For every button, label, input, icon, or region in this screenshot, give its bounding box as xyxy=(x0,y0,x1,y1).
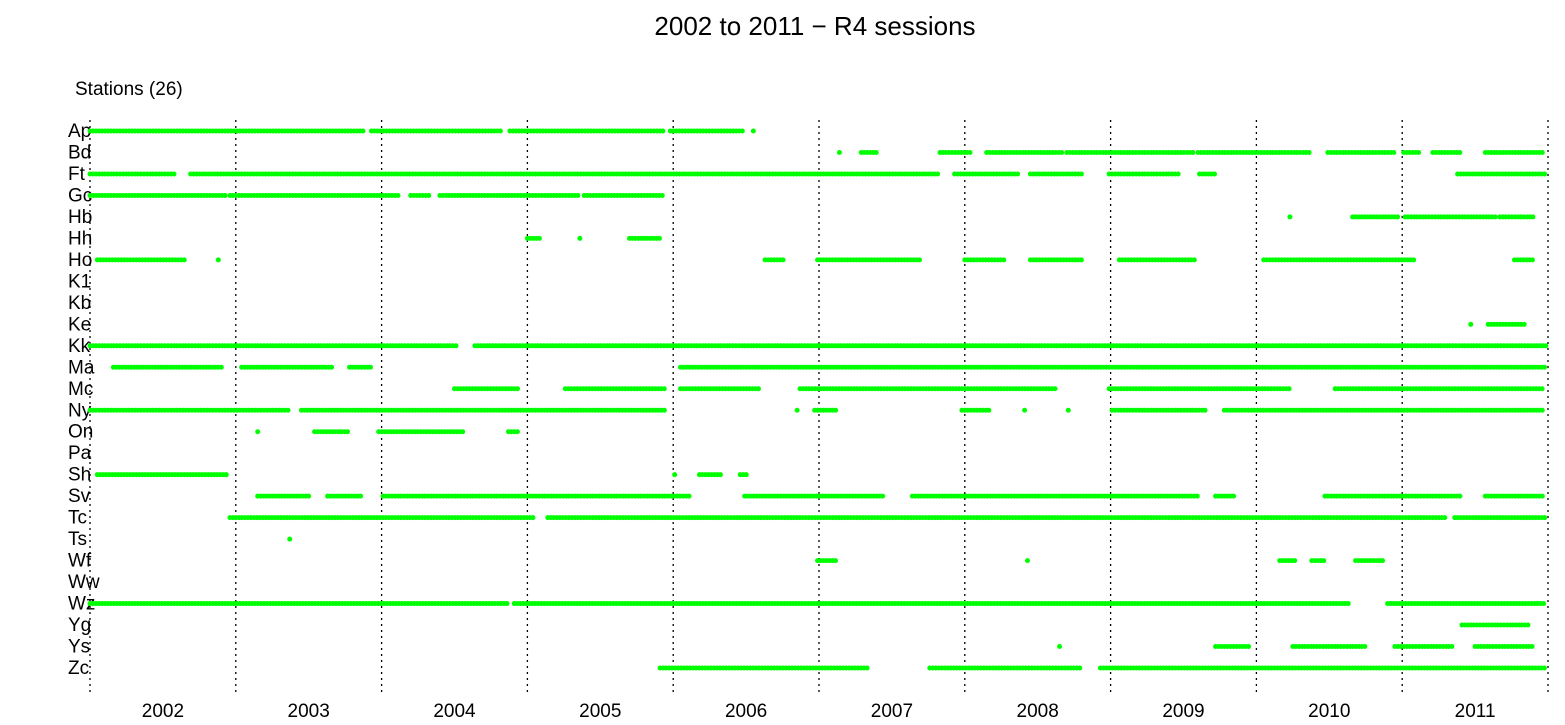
station-label: Wf xyxy=(68,551,92,572)
station-label: Gc xyxy=(68,185,92,206)
x-tick-label: 2010 xyxy=(1308,701,1350,722)
station-label: Ny xyxy=(68,400,92,421)
station-label: Kk xyxy=(68,336,91,357)
station-label: Ho xyxy=(68,250,92,271)
x-tick-label: 2007 xyxy=(871,701,913,722)
y-axis-label: Stations (26) xyxy=(75,79,183,100)
x-tick-label: 2006 xyxy=(725,701,767,722)
station-label: K1 xyxy=(68,271,91,292)
station-label: Hb xyxy=(68,207,92,228)
station-label: Kb xyxy=(68,293,91,314)
station-label: Sh xyxy=(68,465,91,486)
station-label: Yg xyxy=(68,615,91,636)
x-tick-label: 2008 xyxy=(1017,701,1059,722)
station-label: Ke xyxy=(68,314,91,335)
station-label: Ft xyxy=(68,164,86,185)
station-label: Tc xyxy=(68,508,87,529)
station-label: Ma xyxy=(68,357,95,378)
station-label: Hh xyxy=(68,228,92,249)
station-label: Ys xyxy=(68,637,90,658)
station-label: Pa xyxy=(68,443,92,464)
x-tick-label: 2002 xyxy=(142,701,184,722)
station-label: On xyxy=(68,422,93,443)
station-label: Wz xyxy=(68,594,95,615)
station-label: Mc xyxy=(68,379,93,400)
x-tick-label: 2003 xyxy=(288,701,330,722)
station-label: Ts xyxy=(68,529,87,550)
station-label: Bd xyxy=(68,142,91,163)
x-tick-label: 2005 xyxy=(579,701,621,722)
station-label: Zc xyxy=(68,658,89,679)
station-label: Ww xyxy=(68,572,100,593)
x-tick-label: 2004 xyxy=(433,701,476,722)
station-label: Sv xyxy=(68,486,91,507)
chart-title: 2002 to 2011 − R4 sessions xyxy=(654,11,975,41)
station-label: Ap xyxy=(68,121,91,142)
x-tick-label: 2011 xyxy=(1455,701,1496,722)
x-tick-label: 2009 xyxy=(1162,701,1204,722)
